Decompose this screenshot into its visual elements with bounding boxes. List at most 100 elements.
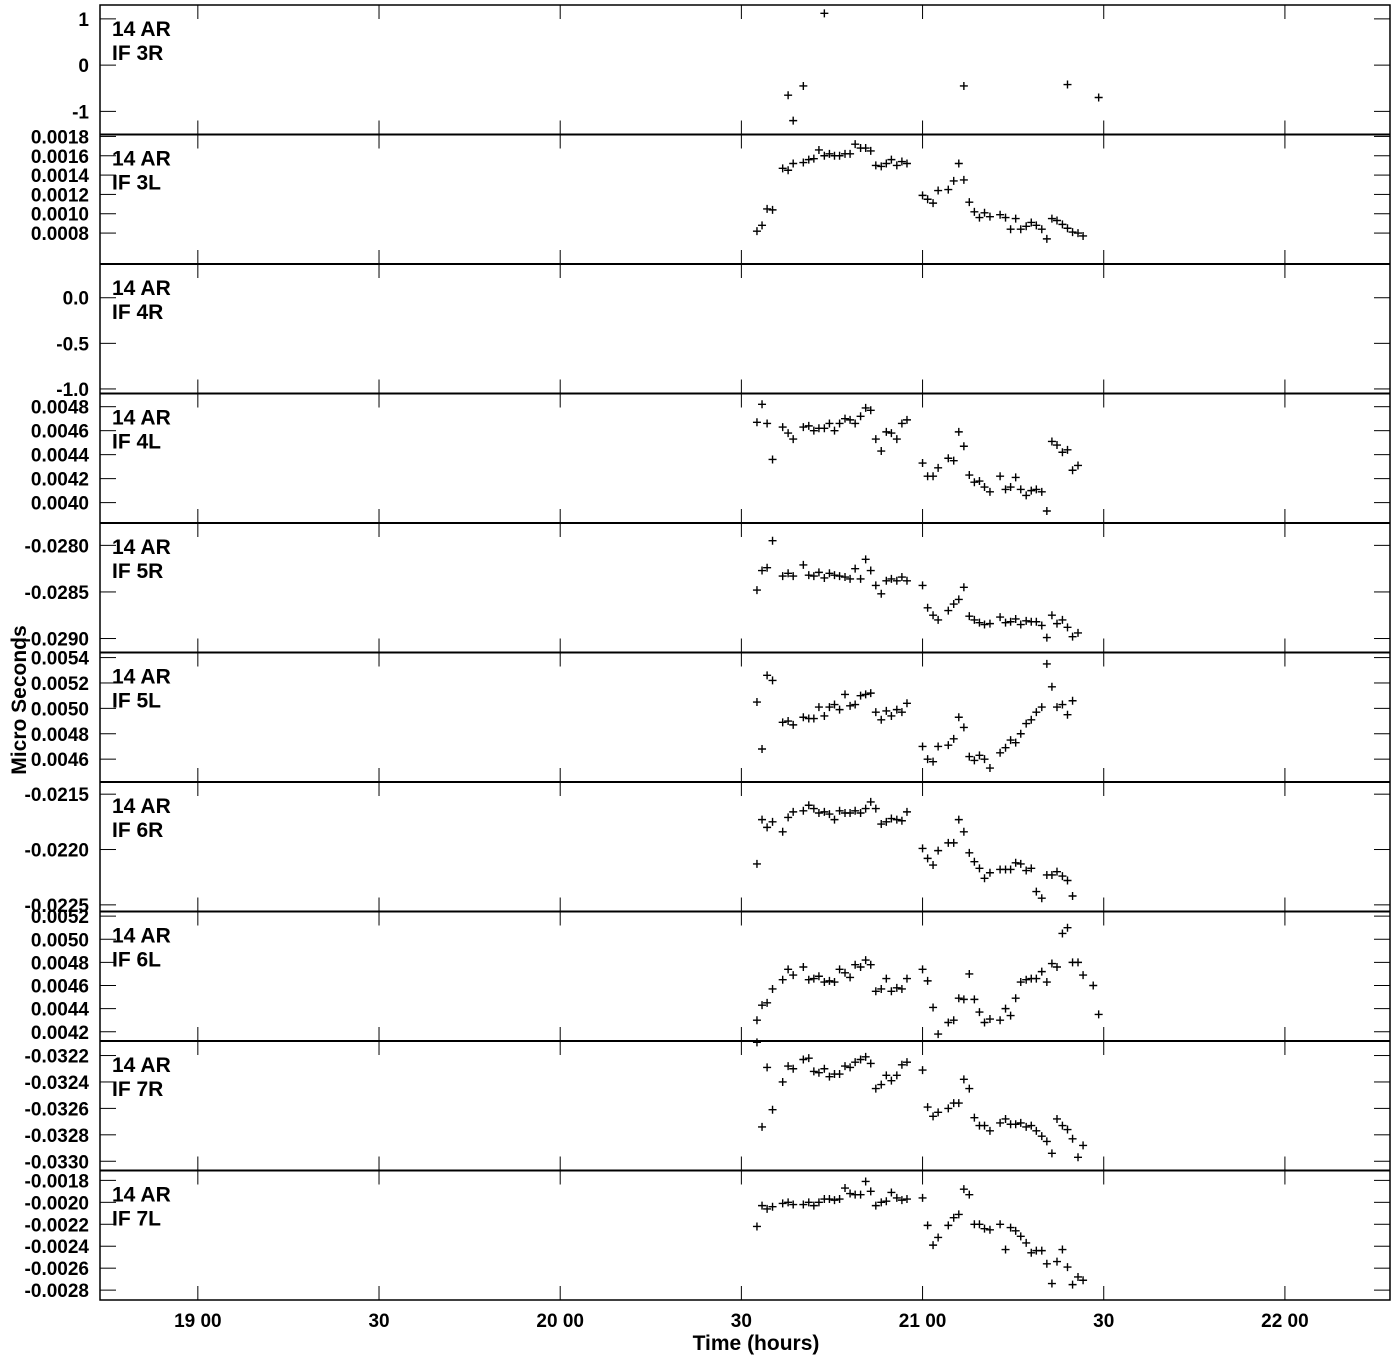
data-point: [929, 472, 938, 481]
data-point: [944, 1018, 953, 1027]
data-point: [1016, 1118, 1025, 1127]
data-point: [985, 868, 994, 877]
data-point: [763, 823, 772, 832]
data-point: [778, 827, 787, 836]
data-point: [799, 81, 808, 90]
data-point: [1063, 80, 1072, 89]
y-tick-label: 0.0042: [31, 470, 89, 491]
data-point: [846, 973, 855, 982]
panel-title: 14 AR: [112, 407, 171, 430]
data-point: [954, 713, 963, 722]
data-point: [1068, 1280, 1077, 1289]
data-point: [980, 1224, 989, 1233]
data-point: [996, 748, 1005, 757]
data-point: [944, 185, 953, 194]
data-point: [846, 701, 855, 710]
data-point: [1011, 473, 1020, 482]
data-point: [778, 975, 787, 984]
data-point: [789, 807, 798, 816]
y-tick-label: -1: [72, 102, 89, 123]
data-point: [814, 808, 823, 817]
data-point: [758, 1122, 767, 1131]
data-point: [1006, 1223, 1015, 1232]
y-tick-label: -0.0330: [25, 1152, 89, 1173]
data-point: [918, 742, 927, 751]
data-point: [768, 536, 777, 545]
data-point: [1022, 491, 1031, 500]
data-point: [825, 703, 834, 712]
data-point: [882, 817, 891, 826]
data-point: [1001, 743, 1010, 752]
data-point: [1058, 615, 1067, 624]
y-tick-label: -0.0326: [25, 1099, 89, 1120]
data-point: [996, 1016, 1005, 1025]
data-point: [985, 212, 994, 221]
data-point: [954, 427, 963, 436]
data-point: [980, 483, 989, 492]
y-tick-label: -0.0328: [25, 1126, 89, 1147]
data-point: [985, 764, 994, 773]
data-point: [768, 1202, 777, 1211]
data-point: [985, 619, 994, 628]
y-tick-label: 0.0048: [31, 725, 89, 746]
data-point: [825, 810, 834, 819]
y-tick-label: 0.0012: [31, 185, 89, 206]
data-point: [944, 606, 953, 615]
data-point: [835, 572, 844, 581]
data-point: [1011, 858, 1020, 867]
data-point: [866, 1059, 875, 1068]
data-point: [959, 723, 968, 732]
data-point: [1006, 617, 1015, 626]
x-tick-label: 30: [368, 1311, 389, 1332]
y-tick-label: 0.0010: [31, 205, 89, 226]
data-point: [985, 1015, 994, 1024]
data-point: [778, 718, 787, 727]
data-point: [1011, 994, 1020, 1003]
data-point: [892, 1193, 901, 1202]
data-point: [799, 963, 808, 971]
data-point: [758, 400, 767, 409]
data-point: [970, 207, 979, 216]
data-point: [861, 690, 870, 699]
panel-title: 14 AR: [112, 277, 171, 300]
data-point: [918, 581, 927, 590]
data-point: [789, 971, 798, 980]
data-point: [1079, 971, 1088, 980]
data-point: [944, 454, 953, 463]
data-point: [1052, 703, 1061, 712]
data-point: [814, 568, 823, 577]
data-point: [830, 426, 839, 435]
data-point: [1016, 620, 1025, 629]
data-point: [804, 975, 813, 984]
data-point: [1047, 870, 1056, 879]
data-point: [1022, 222, 1031, 231]
data-point: [1047, 682, 1056, 691]
data-point: [835, 1195, 844, 1204]
data-point: [763, 563, 772, 572]
data-point: [846, 149, 855, 158]
data-point: [809, 426, 818, 435]
data-point: [830, 815, 839, 824]
data-point: [1001, 1004, 1010, 1013]
data-point: [1047, 611, 1056, 620]
data-point: [1037, 894, 1046, 903]
data-point: [1074, 628, 1083, 637]
data-point: [789, 1200, 798, 1209]
y-tick-label: -0.5: [56, 334, 89, 355]
x-tick-label: 19 00: [174, 1311, 222, 1332]
data-point: [1001, 1245, 1010, 1254]
y-tick-label: 0.0048: [31, 398, 89, 419]
data-point: [1032, 221, 1041, 230]
data-point: [814, 145, 823, 154]
data-point: [1006, 483, 1015, 492]
y-tick-label: 0.0016: [31, 147, 89, 168]
data-point: [768, 455, 777, 464]
data-point: [918, 459, 927, 468]
x-tick-label: 30: [1093, 1311, 1114, 1332]
data-point: [768, 676, 777, 685]
data-point: [929, 611, 938, 620]
data-point: [784, 569, 793, 578]
data-point: [902, 807, 911, 816]
data-point: [1042, 633, 1051, 642]
data-point: [1058, 220, 1067, 229]
